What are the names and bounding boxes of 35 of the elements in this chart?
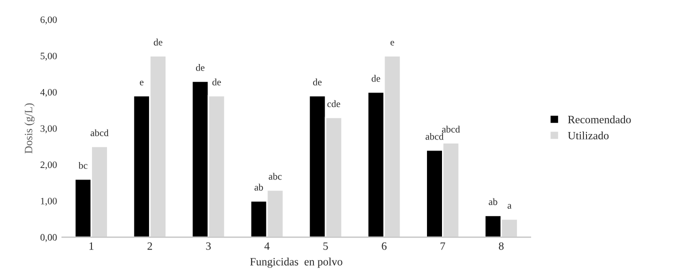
x-tick-label: 2	[148, 242, 152, 250]
legend-label: Recomendado	[568, 115, 631, 124]
data-label: ab	[254, 184, 264, 191]
data-label: cde	[327, 100, 340, 108]
y-tick-label: 5,00	[40, 52, 57, 61]
x-tick-label: 1	[89, 242, 94, 250]
data-label: abcd	[426, 132, 444, 140]
data-label: abc	[268, 172, 282, 180]
data-label: de	[372, 74, 380, 82]
data-label: de	[154, 38, 162, 46]
x-axis-title: Fungicidas en polvo	[250, 258, 342, 268]
x-tick-label: 7	[440, 242, 446, 250]
y-tick-label: 0,00	[40, 234, 57, 242]
data-label: abcd	[90, 129, 109, 136]
data-label: de	[313, 78, 322, 86]
y-tick-label: 6,00	[40, 16, 57, 24]
legend-label: Utilizado	[568, 132, 609, 140]
y-tick-label: 2,00	[40, 162, 57, 170]
data-label: a	[508, 204, 512, 209]
x-tick-label: 6	[382, 242, 387, 250]
data-label: e	[140, 80, 144, 86]
x-tick-label: 4	[264, 242, 270, 250]
data-label: de	[196, 64, 204, 71]
data-label: de	[212, 78, 221, 86]
data-label: bc	[78, 162, 88, 169]
data-label: abcd	[442, 126, 460, 133]
data-label: e	[390, 40, 394, 46]
x-tick-label: 3	[206, 242, 211, 250]
y-tick-label: 3,00	[40, 125, 57, 134]
data-label: ab	[488, 198, 498, 206]
x-tick-label: 8	[498, 242, 504, 250]
y-tick-label: 1,00	[40, 198, 57, 206]
x-tick-label: 5	[323, 242, 328, 250]
y-tick-label: 4,00	[40, 88, 57, 97]
y-axis-title: Dosis (g/L)	[24, 103, 35, 154]
